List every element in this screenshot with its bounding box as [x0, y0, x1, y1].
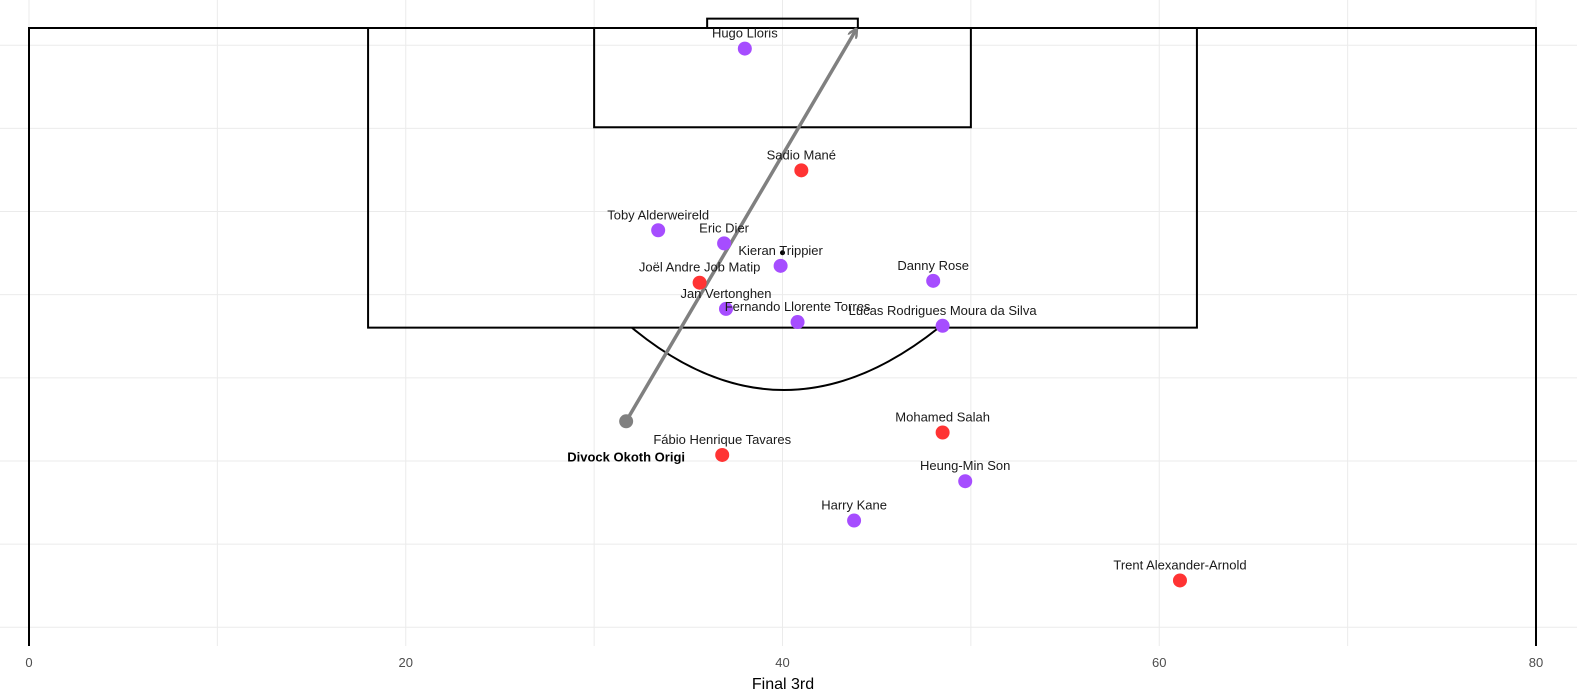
player-point	[794, 163, 809, 178]
player-point	[926, 273, 941, 288]
player-point	[935, 318, 950, 333]
grid-lines	[0, 0, 1577, 646]
player-label: Fernando Llorente Torres	[725, 299, 871, 314]
player-label: Harry Kane	[821, 498, 887, 513]
player-label: Lucas Rodrigues Moura da Silva	[849, 303, 1038, 318]
player-label: Toby Alderweireld	[607, 207, 709, 222]
player-labels: Divock Okoth Origi Hugo Lloris Sadio Mané T…	[567, 26, 1246, 573]
x-tick-label: 60	[1152, 655, 1166, 670]
player-point	[790, 315, 805, 330]
pitch-markings	[28, 17, 1537, 646]
player-point	[1172, 573, 1187, 588]
shooter-label: Divock Okoth Origi	[567, 449, 685, 464]
player-label: Trent Alexander-Arnold	[1113, 557, 1246, 572]
player-point	[715, 447, 730, 462]
x-tick-label: 80	[1529, 655, 1543, 670]
player-point	[692, 275, 707, 290]
player-label: Heung-Min Son	[920, 458, 1010, 473]
player-label: Danny Rose	[897, 258, 969, 273]
shooter-point	[619, 414, 634, 429]
player-point	[935, 425, 950, 440]
player-label: Eric Dier	[699, 220, 750, 235]
player-point	[651, 223, 666, 238]
penalty-spot	[780, 250, 785, 256]
player-label: Fábio Henrique Tavares	[653, 432, 791, 447]
player-label: Jan Vertonghen	[680, 286, 771, 301]
x-tick-label: 0	[25, 655, 32, 670]
player-label: Sadio Mané	[767, 147, 836, 162]
player-point	[773, 258, 788, 273]
player-point	[958, 474, 973, 489]
x-axis: Final 3rd 0 20 40 60 80	[25, 655, 1543, 693]
player-label: Mohamed Salah	[895, 410, 990, 425]
x-tick-label: 40	[775, 655, 789, 670]
player-label: Joël Andre Job Matip	[639, 260, 760, 275]
player-point	[718, 301, 733, 316]
plot-marks	[619, 30, 1187, 588]
goal	[706, 17, 859, 29]
player-label: Hugo Lloris	[712, 26, 778, 41]
x-tick-label: 20	[399, 655, 413, 670]
penalty-arc	[631, 326, 940, 392]
player-label: Kieran Trippier	[738, 243, 823, 258]
x-axis-title: Final 3rd	[752, 676, 814, 693]
player-point	[847, 513, 862, 528]
player-point	[737, 41, 752, 56]
shot-arrow	[624, 30, 856, 423]
player-point	[717, 236, 732, 251]
